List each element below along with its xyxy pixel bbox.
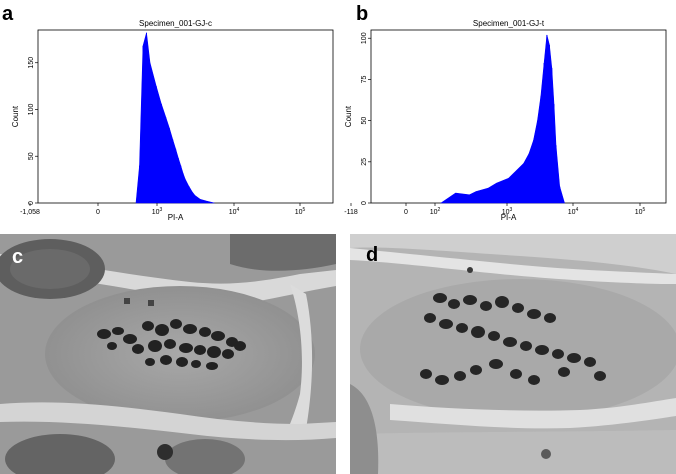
y-tick-label: 150: [28, 57, 35, 69]
x-tick-label: 105: [635, 207, 646, 216]
y-tick-label: 0: [361, 201, 368, 205]
y-tick-label: 25: [361, 158, 368, 166]
chromosome-cluster-d: [420, 293, 606, 385]
micrograph-d: d: [350, 234, 676, 474]
x-tick-label: 105: [295, 207, 306, 216]
y-axis-label: Count: [344, 105, 353, 127]
micrograph-c-image: [0, 234, 336, 474]
y-tick-label: 100: [28, 104, 35, 116]
y-tick-label: 50: [28, 152, 35, 160]
x-axis-label: PI-A: [501, 213, 517, 222]
x-tick-label: 0: [404, 209, 408, 216]
y-tick-label: 0: [28, 201, 35, 205]
chromosome-cluster-c: [97, 319, 246, 370]
histogram-chart-a: Specimen_001-GJ-c -1,058 0 103 104 105 PI-A 0 50…: [11, 19, 334, 222]
x-tick-label: 104: [568, 207, 579, 216]
panel-b: b Specimen_001-GJ-t -118 0 102 103 104 105 PI-A…: [338, 0, 676, 230]
panel-letter-d: d: [366, 244, 379, 266]
y-axis-label: Count: [11, 105, 20, 127]
panel-a: a Specimen_001-GJ-c -1,058 0 103 104 105 PI-A 0…: [0, 0, 338, 230]
x-tick-label: 102: [430, 207, 441, 216]
x-axis-label: PI-A: [168, 213, 184, 222]
x-tick-label: 104: [229, 207, 240, 216]
x-tick-label: 103: [502, 207, 513, 216]
x-tick-label: 0: [96, 209, 100, 216]
micrograph-d-image: [350, 234, 676, 474]
chart-title: Specimen_001-GJ-t: [473, 19, 545, 28]
micrograph-c: c: [0, 234, 336, 474]
panel-letter-b: b: [356, 3, 369, 25]
y-tick-label: 50: [361, 117, 368, 125]
chart-title: Specimen_001-GJ-c: [139, 19, 212, 28]
panel-letter-a: a: [2, 3, 14, 25]
histogram-series: [440, 34, 565, 204]
histogram-series: [135, 32, 215, 204]
y-tick-label: 100: [361, 32, 368, 44]
plot-frame: [37, 29, 334, 204]
panel-letter-c: c: [12, 246, 24, 268]
x-tick-label: 103: [152, 207, 163, 216]
y-tick-label: 75: [361, 75, 368, 83]
x-tick-label: -1,058: [20, 209, 40, 216]
histogram-chart-b: Specimen_001-GJ-t-118 0 102 103 104 105PI-A02…: [344, 19, 667, 222]
x-tick-label: -118: [344, 209, 358, 216]
